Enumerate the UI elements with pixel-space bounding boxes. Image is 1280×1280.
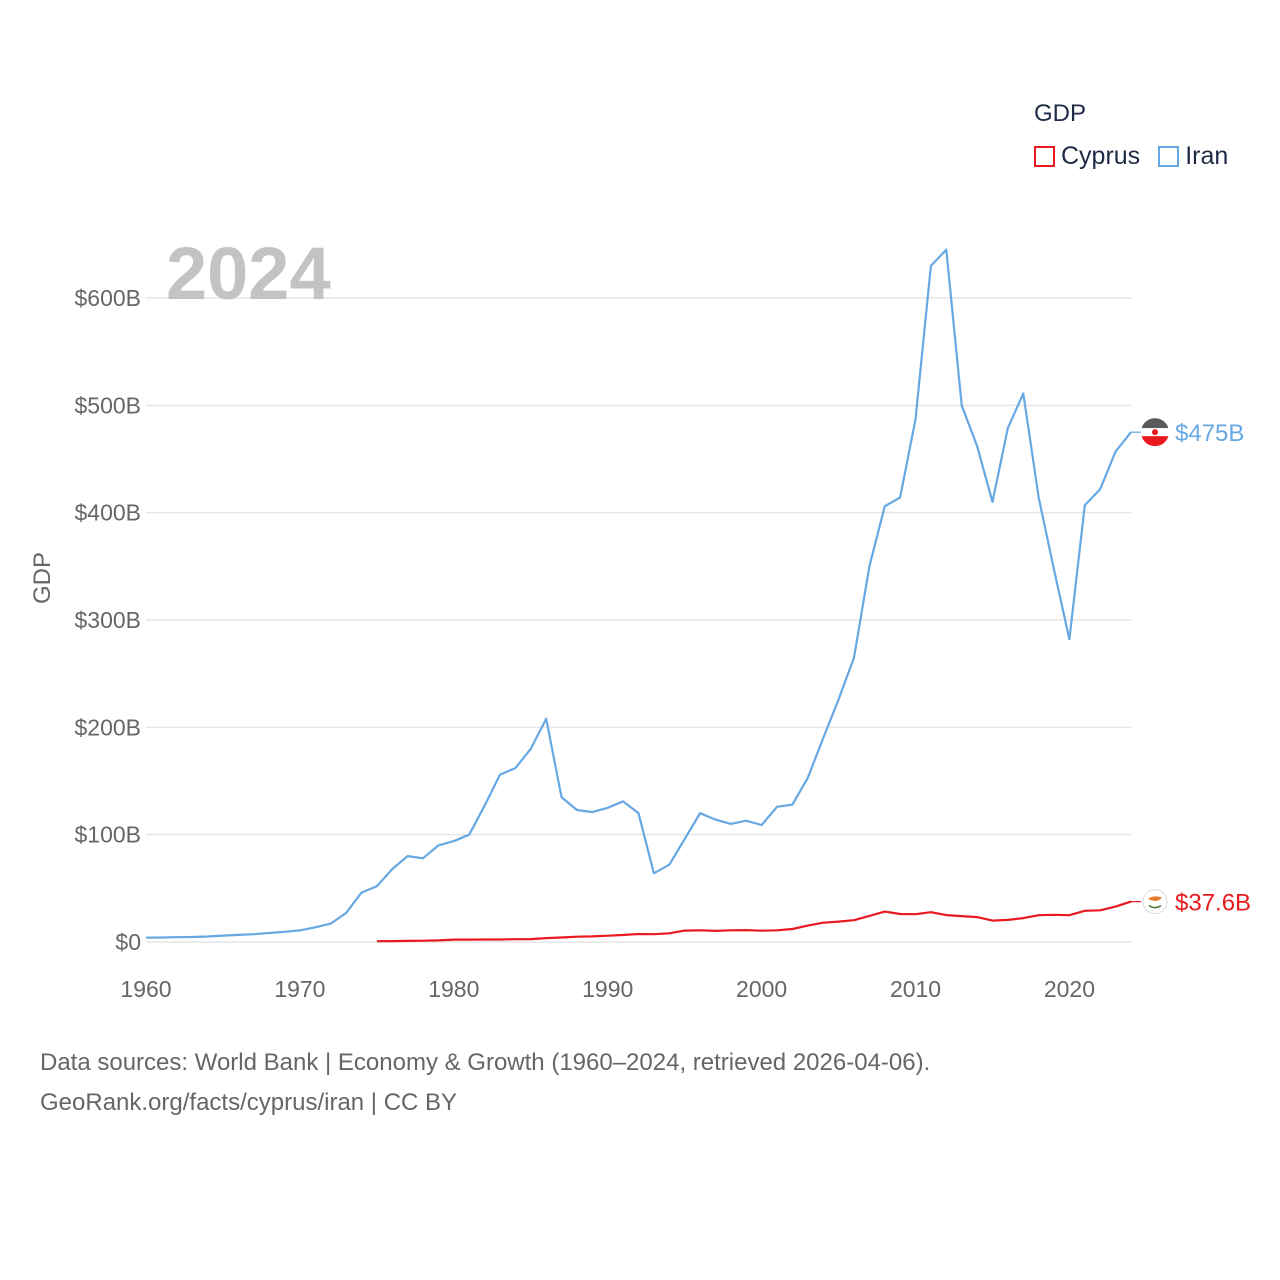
y-tick-label: $100B (74, 822, 141, 848)
gridlines (146, 297, 1131, 943)
x-tick-label: 1970 (274, 976, 325, 1002)
y-tick-label: $200B (74, 714, 141, 740)
x-axis-ticks: 1960 1970 1980 1990 2000 2010 2020 (120, 976, 1095, 1002)
series-line-cyprus (376, 900, 1132, 943)
cyprus-flag-icon (1142, 889, 1168, 915)
year-label: 2024 (166, 232, 331, 315)
end-value-label: $475B (1175, 420, 1244, 447)
y-tick-label: $0 (115, 929, 141, 955)
x-tick-label: 2010 (890, 976, 941, 1002)
y-tick-label: $500B (74, 392, 141, 418)
x-tick-label: 2020 (1044, 976, 1095, 1002)
end-labels: $37.6B $475B (1131, 418, 1251, 917)
end-value-label: $37.6B (1175, 890, 1251, 917)
legend-label-iran: Iran (1185, 142, 1229, 170)
x-tick-label: 1990 (582, 976, 633, 1002)
source-line-2: GeoRank.org/facts/cyprus/iran | CC BY (40, 1089, 458, 1116)
x-tick-label: 1980 (428, 976, 479, 1002)
source-note: Data sources: World Bank | Economy & Gro… (40, 1043, 930, 1123)
source-line-1: Data sources: World Bank | Economy & Gro… (40, 1049, 931, 1076)
legend-item-iran[interactable]: Iran (1158, 142, 1228, 171)
y-axis-ticks: $0 $100B $200B $300B $400B $500B $600B (74, 285, 141, 955)
iran-flag-icon (1141, 418, 1169, 447)
legend-title: GDP (1034, 100, 1087, 127)
y-tick-label: $600B (74, 285, 141, 311)
y-tick-label: $400B (74, 500, 141, 526)
legend-item-cyprus[interactable]: Cyprus (1034, 142, 1140, 171)
y-axis-title: GDP (29, 552, 56, 604)
series-line-iran (145, 248, 1132, 939)
x-tick-label: 2000 (736, 976, 787, 1002)
series-lines (145, 248, 1132, 943)
legend-swatch-cyprus (1034, 146, 1055, 167)
x-tick-label: 1960 (120, 976, 171, 1002)
y-tick-label: $300B (74, 607, 141, 633)
legend-label-cyprus: Cyprus (1061, 142, 1141, 170)
legend: Cyprus Iran (1034, 142, 1246, 171)
legend-swatch-iran (1158, 146, 1180, 167)
